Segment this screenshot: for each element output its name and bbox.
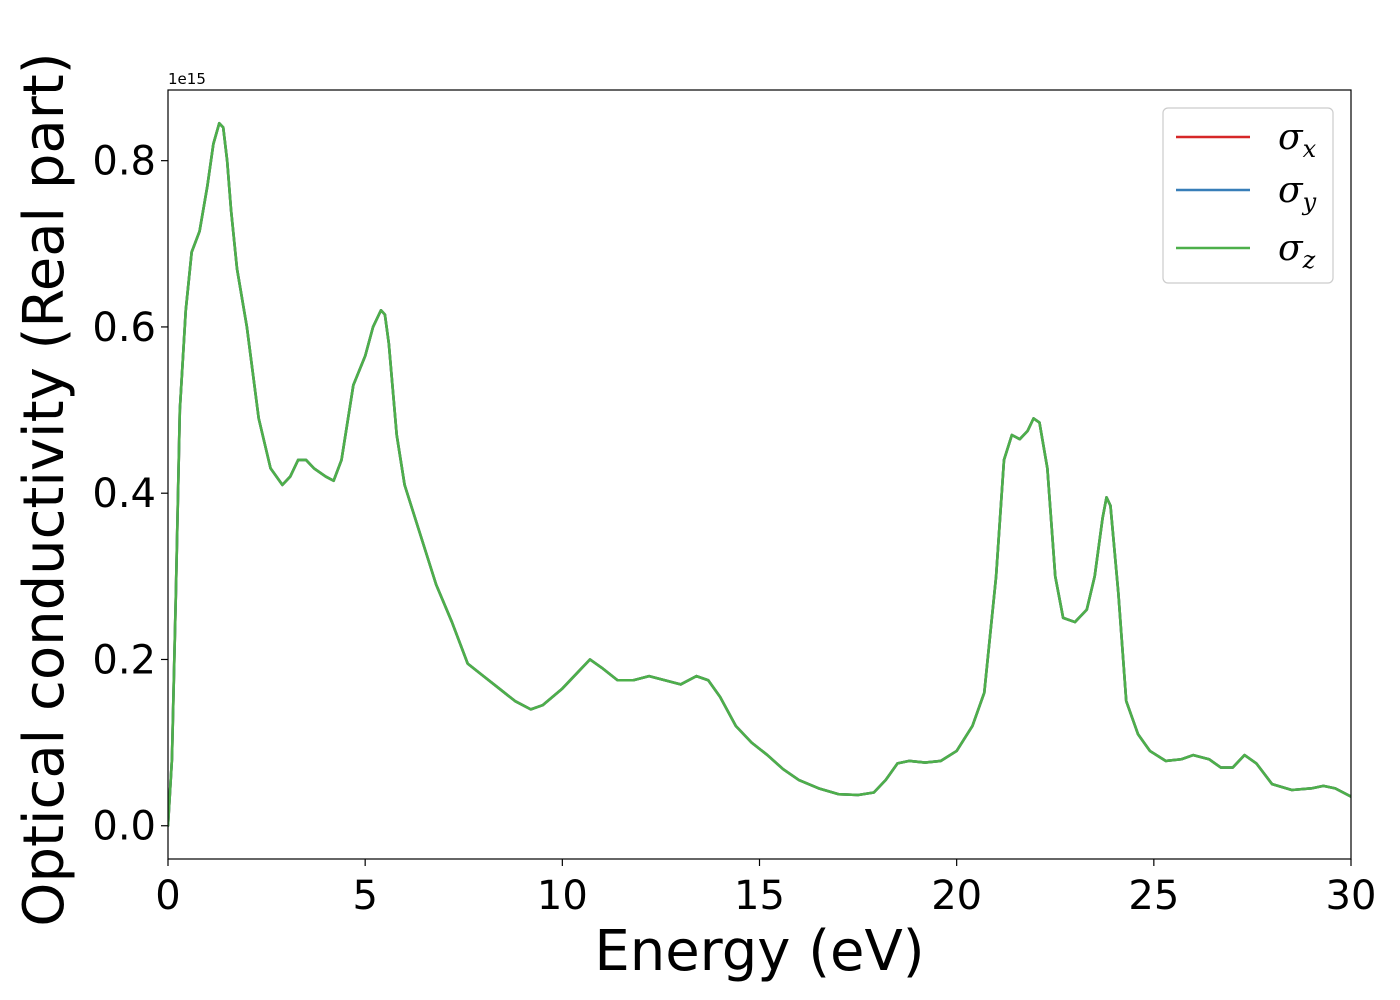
y-axis-title: Optical conductivity (Real part) xyxy=(12,52,77,926)
x-axis-title: Energy (eV) xyxy=(594,919,924,984)
axes: 0 5 10 15 20 25 30 0.0 0.2 0.4 0.6 0.8 xyxy=(92,89,1377,919)
legend-box xyxy=(1162,107,1334,284)
series-layer xyxy=(168,121,1351,828)
legend-label-z: σz xyxy=(1278,228,1316,274)
y-tick-label: 0.8 xyxy=(92,139,156,185)
x-tick-label: 10 xyxy=(537,873,588,919)
x-tick-label: 20 xyxy=(931,873,982,919)
x-tick-label: 0 xyxy=(155,873,180,919)
legend: σx σy σz xyxy=(1162,107,1334,284)
y-tick-label: 0.6 xyxy=(92,305,156,351)
x-tick-label: 5 xyxy=(352,873,377,919)
y-offset-label: 1e15 xyxy=(168,70,206,88)
x-tick-label: 25 xyxy=(1128,873,1179,919)
y-tick-label: 0.0 xyxy=(92,804,156,850)
y-tick-label: 0.4 xyxy=(92,471,156,517)
x-tick-label: 30 xyxy=(1326,873,1377,919)
legend-label-y: σy xyxy=(1278,170,1317,216)
legend-label-x: σx xyxy=(1278,117,1317,163)
x-tick-label: 15 xyxy=(734,873,785,919)
series-line-z xyxy=(168,121,1351,828)
y-tick-label: 0.2 xyxy=(92,637,156,683)
